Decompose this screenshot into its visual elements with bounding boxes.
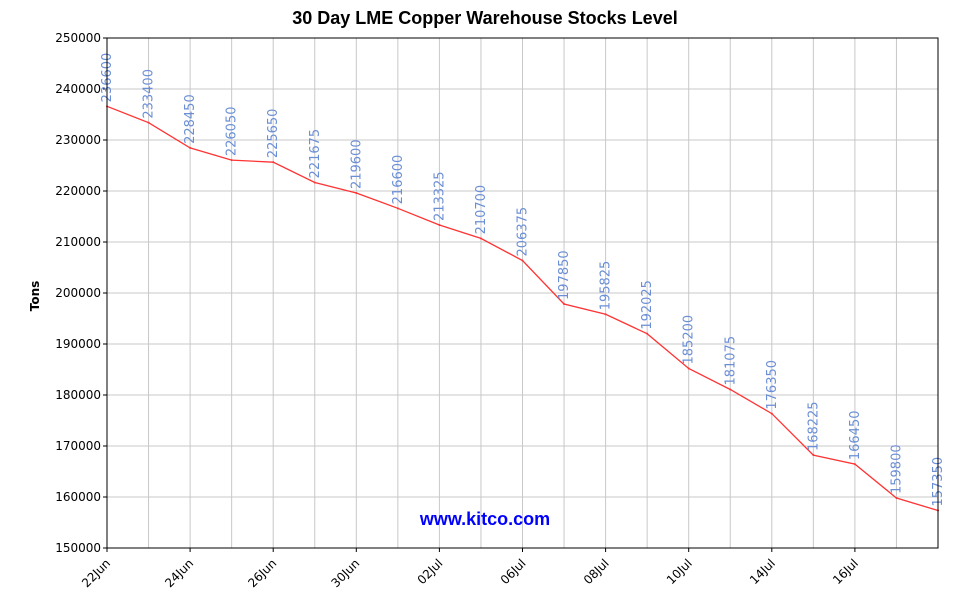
data-label: 228450 xyxy=(183,94,198,144)
plot-frame xyxy=(106,37,939,549)
data-label: 185200 xyxy=(682,315,697,365)
data-label: 166450 xyxy=(848,410,863,460)
y-tick-label: 150000 xyxy=(55,541,101,555)
data-point xyxy=(646,332,649,335)
data-point xyxy=(895,497,898,500)
data-point xyxy=(189,146,192,149)
data-point xyxy=(147,121,150,124)
data-label: 159800 xyxy=(889,444,904,494)
data-point xyxy=(521,259,524,262)
y-tick-label: 200000 xyxy=(55,286,101,300)
data-point xyxy=(812,454,815,457)
data-label: 181075 xyxy=(723,336,738,386)
chart-title: 30 Day LME Copper Warehouse Stocks Level xyxy=(292,8,677,28)
y-axis-label: Tons xyxy=(28,281,42,312)
y-tick-label: 170000 xyxy=(55,439,101,453)
data-point xyxy=(230,159,233,162)
data-label: 206375 xyxy=(516,207,531,257)
data-point xyxy=(687,367,690,370)
y-tick-label: 190000 xyxy=(55,337,101,351)
data-label: 219600 xyxy=(349,139,364,189)
y-axis-ticks: 150000 160000 170000 180000 190000 200000 2100… xyxy=(55,31,107,555)
data-label: 176350 xyxy=(765,360,780,410)
watermark: www.kitco.com xyxy=(419,509,550,529)
data-point xyxy=(313,181,316,184)
data-point xyxy=(479,237,482,240)
y-tick-label: 250000 xyxy=(55,31,101,45)
data-point xyxy=(770,412,773,415)
data-point xyxy=(396,207,399,210)
data-label: 197850 xyxy=(557,250,572,300)
data-point xyxy=(355,192,358,195)
y-tick-label: 160000 xyxy=(55,490,101,504)
y-tick-label: 220000 xyxy=(55,184,101,198)
y-tick-label: 240000 xyxy=(55,82,101,96)
data-label: 210700 xyxy=(474,185,489,235)
data-label: 192025 xyxy=(640,280,655,330)
data-label: 168225 xyxy=(806,401,821,451)
y-tick-label: 210000 xyxy=(55,235,101,249)
data-label: 195825 xyxy=(599,261,614,311)
data-point xyxy=(604,313,607,316)
data-point xyxy=(563,302,566,305)
y-tick-label: 180000 xyxy=(55,388,101,402)
data-label: 226050 xyxy=(225,107,240,157)
data-point xyxy=(853,463,856,466)
y-tick-label: 230000 xyxy=(55,133,101,147)
data-label: 233400 xyxy=(142,69,157,119)
data-point xyxy=(729,388,732,391)
data-point xyxy=(438,224,441,227)
data-point xyxy=(272,161,275,164)
data-label: 213325 xyxy=(432,171,447,221)
data-label: 216600 xyxy=(391,155,406,205)
data-label: 221675 xyxy=(308,129,323,179)
data-label: 225650 xyxy=(266,109,281,159)
